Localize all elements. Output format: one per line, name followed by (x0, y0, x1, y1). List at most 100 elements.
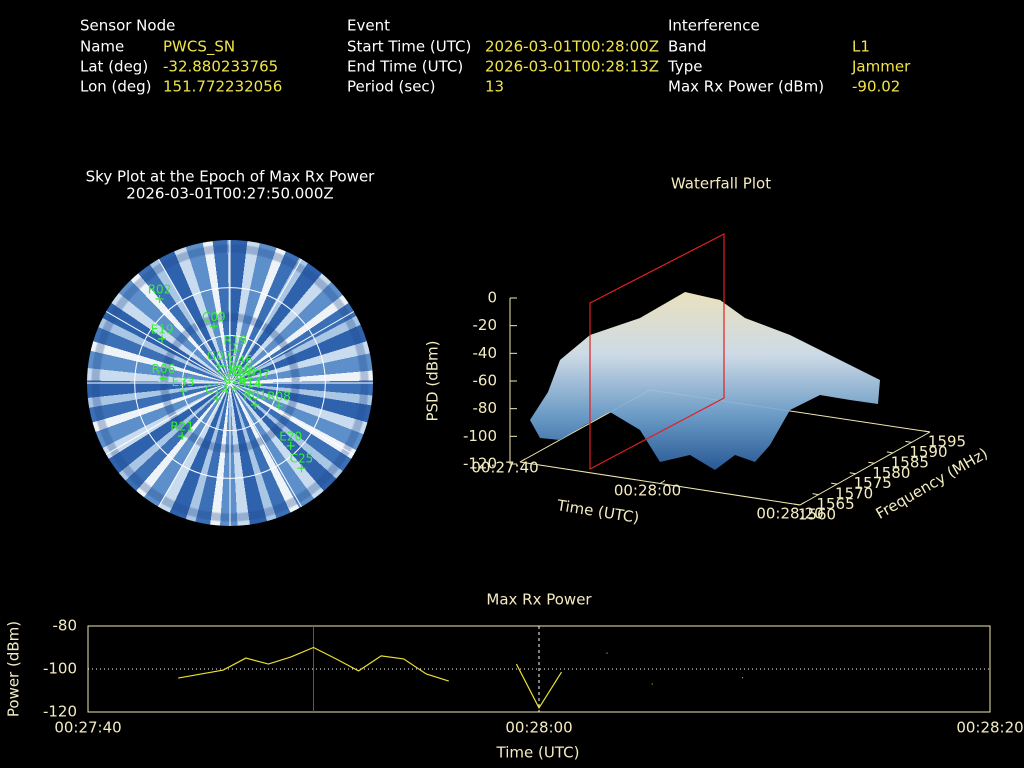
satellite-label: C25 (290, 452, 314, 466)
section-title: Interference (668, 17, 760, 35)
satellite-label: G07 (207, 349, 232, 363)
satellite-marker (231, 384, 240, 393)
x-tick-label: 00:28:00 (614, 482, 681, 500)
y-tick-label: -100 (43, 660, 77, 678)
y-tick-label: 1560 (798, 506, 836, 524)
satellite-label: E19 (151, 322, 174, 336)
satellite-label: C26 (223, 372, 247, 386)
satellite-marker (240, 377, 249, 386)
y-tick-label: -80 (53, 617, 78, 635)
field-value: -90.02 (852, 78, 900, 96)
chart-title: Sky Plot at the Epoch of Max Rx Power (86, 168, 376, 186)
chart-subtitle: 2026-03-01T00:27:50.000Z (126, 185, 333, 203)
field-value: 151.772232056 (163, 78, 282, 96)
y-tick (868, 461, 875, 464)
satellite-marker (297, 464, 306, 473)
x-tick-label: 00:28:00 (505, 719, 572, 737)
satellite-marker (286, 441, 295, 450)
field-value: 13 (485, 78, 504, 96)
satellite-label: R19 (223, 334, 247, 348)
y-tick (812, 493, 819, 496)
satellite-marker (245, 389, 254, 398)
y-tick-label: 1580 (872, 464, 910, 482)
y-tick (793, 503, 801, 506)
satellite-label: E37 (247, 367, 270, 381)
satellite-label: R15 (229, 362, 253, 376)
field-label: Lat (deg) (80, 58, 148, 76)
satellite-label: C14 (205, 383, 229, 397)
field-value: Jammer (851, 58, 911, 76)
x-tick-label: 00:28:20 (756, 505, 823, 523)
satellite-label: E33 (172, 375, 195, 389)
y-tick (923, 430, 931, 433)
satellite-label: R06 (152, 362, 176, 376)
y-tick-label: 1590 (909, 443, 947, 461)
satellite-label: R21 (170, 420, 194, 434)
satellite-marker (215, 361, 224, 370)
satellite-label: R01 (243, 388, 267, 402)
y-tick-label: -120 (43, 703, 77, 721)
satellite-label: R08 (267, 389, 291, 403)
y-tick-label: 1595 (928, 433, 966, 451)
satellite-marker (251, 400, 260, 409)
field-value: 2026-03-01T00:28:00Z (485, 38, 659, 56)
field-label: Type (667, 58, 702, 76)
z-tick-label: -120 (463, 455, 497, 473)
z-tick-label: 0 (487, 289, 497, 307)
y-tick (831, 482, 838, 485)
satellite-label: C09 (202, 310, 226, 324)
field-label: Max Rx Power (dBm) (668, 78, 824, 96)
z-tick-label: -80 (473, 399, 498, 417)
epoch-plane (589, 233, 725, 470)
z-tick-label: -20 (473, 316, 498, 334)
satellite-label: R02 (148, 283, 172, 297)
satellite-marker (159, 374, 168, 383)
x-tick (659, 480, 666, 484)
field-label: End Time (UTC) (347, 58, 463, 76)
satellite-marker (254, 379, 263, 388)
satellite-marker (155, 295, 164, 304)
field-value: -32.880233765 (163, 58, 278, 76)
satellite-marker (274, 401, 283, 410)
field-label: Lon (deg) (80, 78, 152, 96)
satellite-label: R14 (238, 377, 262, 391)
y-tick-label: 1570 (835, 485, 873, 503)
z-tick-label: -100 (463, 427, 497, 445)
satellite-marker (209, 322, 218, 331)
z-tick-label: -40 (473, 344, 498, 362)
azimuth-line (158, 258, 302, 508)
z-axis-label: PSD (dBm) (424, 340, 442, 421)
x-tick-label: 00:27:40 (471, 459, 538, 477)
satellite-marker (213, 395, 222, 404)
satellite-marker (179, 387, 188, 396)
satellite-marker (178, 432, 187, 441)
y-tick-label: 1565 (816, 495, 854, 513)
y-tick-label: 1585 (891, 453, 929, 471)
satellite-marker (225, 375, 234, 384)
section-title: Sensor Node (80, 17, 175, 35)
satellite-label: C46 (229, 353, 253, 367)
section-title: Event (347, 17, 390, 35)
chart-title: Max Rx Power (486, 591, 592, 609)
chart-title: Waterfall Plot (671, 175, 771, 193)
satellite-label: C39 (218, 363, 242, 377)
x-tick (799, 501, 806, 506)
y-tick (849, 472, 856, 475)
field-value: 2026-03-01T00:28:13Z (485, 58, 659, 76)
field-value: L1 (852, 38, 870, 56)
satellite-marker (237, 365, 246, 374)
y-axis-label: Power (dBm) (5, 621, 23, 717)
y-tick-label: 1575 (854, 474, 892, 492)
z-tick-label: -60 (473, 372, 498, 390)
field-label: Name (80, 38, 124, 56)
axis-line (799, 431, 931, 506)
waterfall-surface (530, 292, 880, 470)
satellite-label: E20 (279, 429, 302, 443)
field-label: Start Time (UTC) (347, 38, 471, 56)
y-tick (905, 440, 912, 443)
field-label: Band (668, 38, 707, 56)
x-axis-label: Time (UTC) (496, 744, 580, 762)
field-value: PWCS_SN (163, 38, 235, 57)
